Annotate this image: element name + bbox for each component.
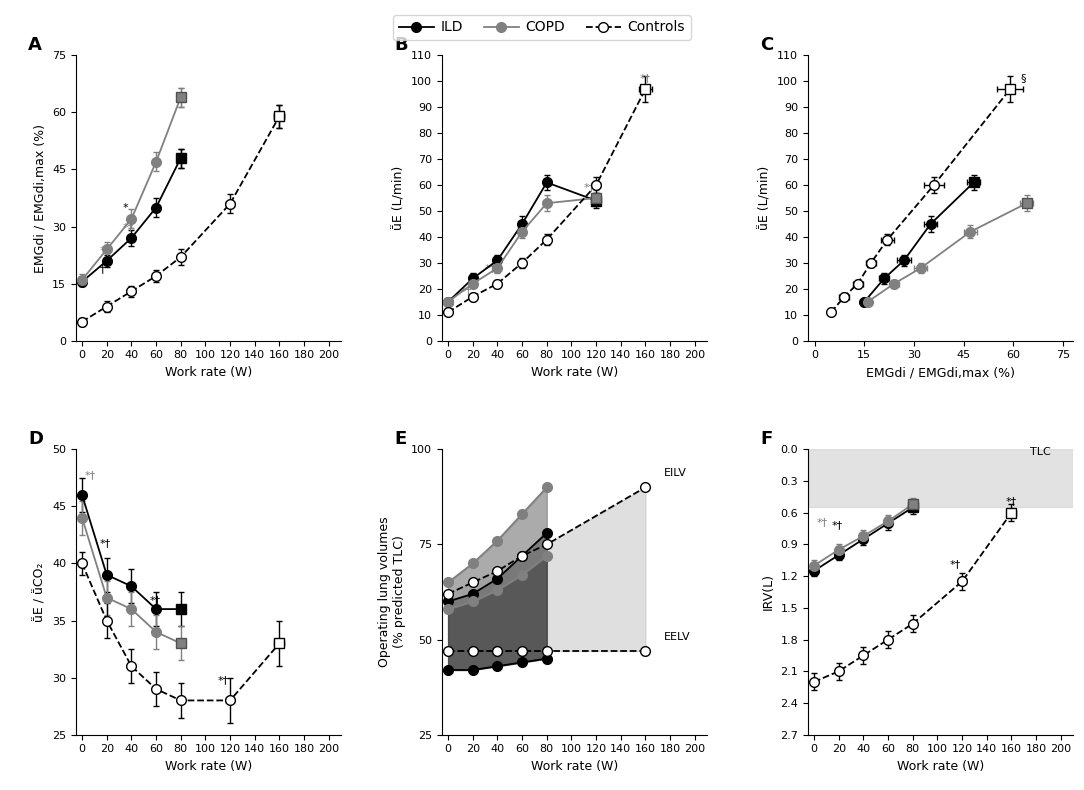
Legend: ILD, COPD, Controls: ILD, COPD, Controls — [393, 15, 691, 40]
Text: B: B — [395, 36, 408, 54]
Y-axis label: ṻE (L/min): ṻE (L/min) — [759, 166, 772, 230]
Text: *†: *† — [640, 73, 650, 83]
Text: *†: *† — [150, 596, 162, 605]
Text: *†: *† — [85, 470, 95, 480]
Y-axis label: ṻE (L/min): ṻE (L/min) — [392, 166, 405, 230]
Text: *†: *† — [122, 222, 134, 232]
Text: *†: *† — [100, 538, 111, 548]
X-axis label: Work rate (W): Work rate (W) — [165, 760, 253, 773]
Text: *†: *† — [218, 675, 229, 685]
Y-axis label: EMGdi / EMGdi,max (%): EMGdi / EMGdi,max (%) — [34, 123, 47, 273]
Y-axis label: IRV(L): IRV(L) — [762, 574, 775, 611]
Text: C: C — [760, 36, 773, 54]
Bar — [808, 450, 1073, 507]
Text: A: A — [28, 36, 42, 54]
X-axis label: Work rate (W): Work rate (W) — [531, 760, 618, 773]
Text: D: D — [28, 430, 43, 447]
Y-axis label: Operating lung volumes
(% predicted TLC): Operating lung volumes (% predicted TLC) — [377, 517, 405, 668]
Text: *†: *† — [485, 263, 496, 273]
Text: EILV: EILV — [664, 468, 687, 478]
Text: *†: *† — [1005, 496, 1017, 506]
Text: *†: *† — [816, 517, 828, 528]
Text: F: F — [760, 430, 773, 447]
Text: †: † — [100, 264, 105, 274]
Y-axis label: ṻE / ṻCO₂: ṻE / ṻCO₂ — [34, 562, 47, 622]
Text: E: E — [395, 430, 406, 447]
X-axis label: Work rate (W): Work rate (W) — [165, 366, 253, 379]
Text: *†: *† — [100, 245, 111, 255]
Text: TLC: TLC — [1030, 446, 1050, 457]
Text: *†: *† — [950, 559, 960, 570]
X-axis label: Work rate (W): Work rate (W) — [896, 760, 984, 773]
Text: *†: *† — [584, 182, 595, 192]
Text: EELV: EELV — [664, 631, 691, 641]
Text: §: § — [1020, 73, 1025, 83]
X-axis label: EMGdi / EMGdi,max (%): EMGdi / EMGdi,max (%) — [866, 366, 1015, 379]
Text: *†: *† — [831, 521, 842, 531]
Text: *: * — [122, 203, 128, 213]
X-axis label: Work rate (W): Work rate (W) — [531, 366, 618, 379]
Text: *†: *† — [461, 286, 472, 296]
